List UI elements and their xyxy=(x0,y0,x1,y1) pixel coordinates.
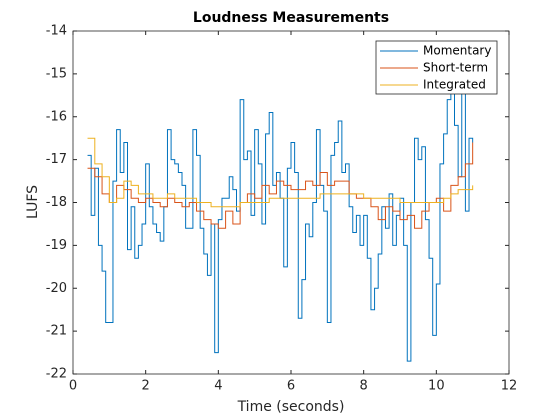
y-axis-label: LUFS xyxy=(25,185,41,219)
y-tick-label: -15 xyxy=(46,66,67,81)
y-tick-label: -19 xyxy=(46,238,67,253)
chart-title: Loudness Measurements xyxy=(193,10,389,26)
stairs-line xyxy=(87,142,474,229)
x-tick-label: 4 xyxy=(214,379,222,394)
y-tick-label: -16 xyxy=(46,109,67,124)
stairs-line xyxy=(87,81,474,362)
y-tick-label: -17 xyxy=(46,152,67,167)
legend-label: Short-term xyxy=(423,61,488,75)
x-tick-label: 12 xyxy=(501,379,518,394)
legend-label: Momentary xyxy=(423,44,491,58)
x-tick-label: 8 xyxy=(360,379,368,394)
x-tick-label: 2 xyxy=(142,379,150,394)
y-tick-label: -22 xyxy=(46,367,67,382)
x-axis-label: Time (seconds) xyxy=(237,399,345,415)
y-tick-label: -18 xyxy=(46,195,67,210)
legend-label: Integrated xyxy=(423,78,486,92)
x-tick-label: 6 xyxy=(287,379,295,394)
y-tick-label: -21 xyxy=(46,324,67,339)
x-tick-label: 10 xyxy=(428,379,445,394)
x-tick-label: 0 xyxy=(69,379,77,394)
y-tick-label: -14 xyxy=(46,24,67,39)
stairs-line xyxy=(87,137,474,208)
axes-box xyxy=(72,30,510,375)
y-tick-label: -20 xyxy=(46,281,67,296)
